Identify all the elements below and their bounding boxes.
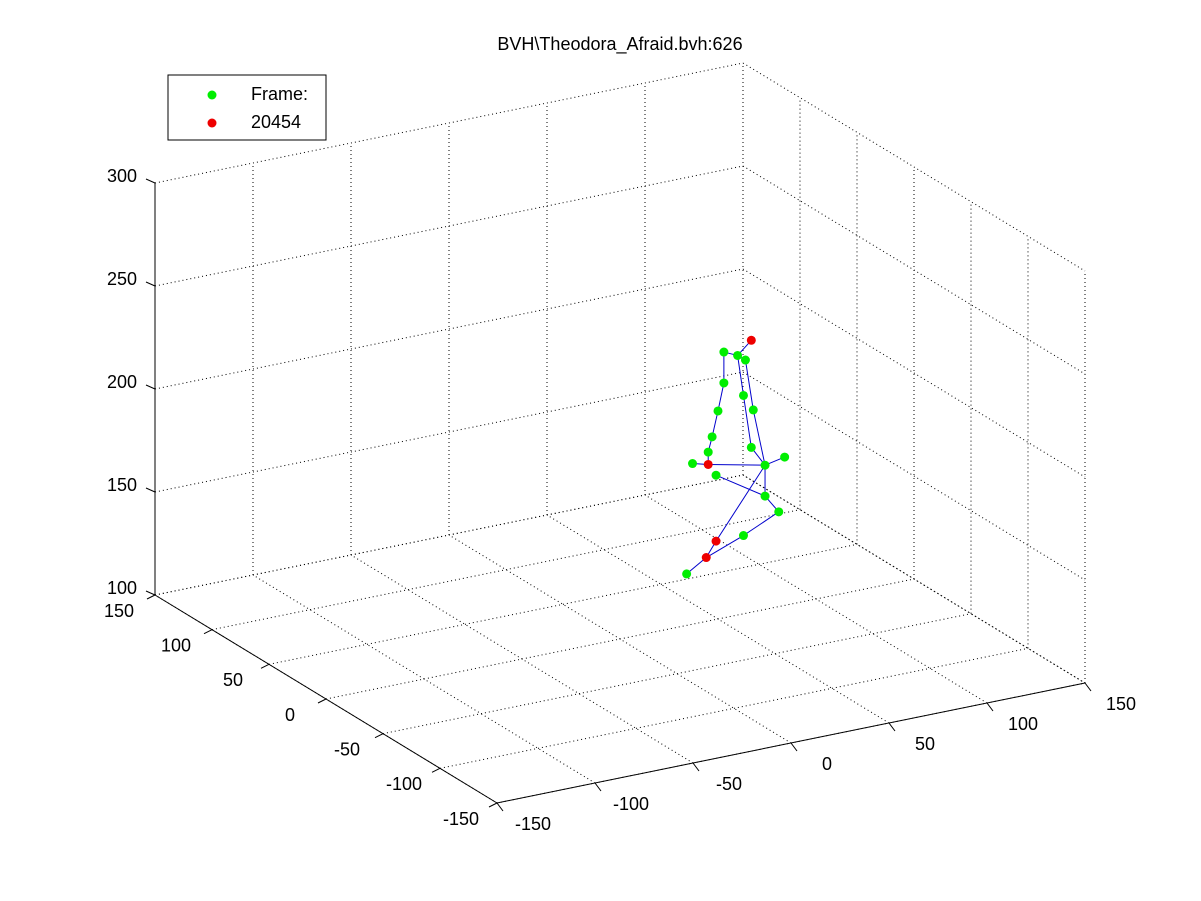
joint — [711, 536, 721, 546]
joint — [738, 390, 748, 400]
y-tick — [431, 767, 441, 773]
y-tick — [488, 802, 498, 808]
joint — [760, 460, 770, 470]
y-tick — [260, 663, 270, 669]
joint — [746, 442, 756, 452]
joint — [713, 406, 723, 416]
grid-line — [154, 371, 744, 493]
grid-line — [742, 474, 1086, 684]
y-tick-label: 50 — [223, 670, 243, 690]
grid-line — [742, 371, 1086, 581]
x-tick-label: -50 — [716, 774, 742, 794]
joint — [760, 491, 770, 501]
grid-line — [382, 613, 972, 735]
x-tick — [692, 762, 700, 772]
y-tick — [317, 698, 327, 704]
y-tick-label: -150 — [443, 809, 479, 829]
bone — [708, 463, 766, 466]
grid-line — [439, 647, 1029, 769]
joint — [711, 470, 721, 480]
joint — [733, 350, 743, 360]
joint — [707, 432, 717, 442]
joint — [719, 378, 729, 388]
z-tick — [145, 178, 156, 184]
z-tick — [145, 281, 156, 287]
grid-line — [154, 62, 744, 184]
joint — [780, 452, 790, 462]
bone — [752, 409, 766, 466]
grid-line — [325, 578, 915, 700]
x-tick — [594, 782, 602, 792]
joint — [738, 531, 748, 541]
grid-line — [211, 509, 801, 631]
joint — [688, 459, 698, 469]
z-tick — [145, 384, 156, 390]
joint — [703, 447, 713, 457]
z-tick-label: 300 — [107, 166, 137, 186]
bone — [717, 382, 725, 412]
bone — [744, 359, 754, 410]
x-tick — [888, 722, 896, 732]
x-tick — [790, 742, 798, 752]
x-tick-label: 0 — [822, 754, 832, 774]
joint — [774, 507, 784, 517]
y-tick-label: 100 — [161, 635, 191, 655]
x-tick — [986, 702, 994, 712]
z-tick-label: 250 — [107, 269, 137, 289]
z-tick-label: 200 — [107, 372, 137, 392]
bone — [743, 511, 780, 536]
joint — [703, 459, 713, 469]
z-tick — [145, 487, 156, 493]
y-tick-label: -50 — [334, 739, 360, 759]
bone — [715, 464, 766, 542]
joint — [701, 553, 711, 563]
joint — [682, 569, 692, 579]
grid-line — [742, 62, 1086, 272]
legend-label: Frame: — [251, 84, 308, 104]
x-tick — [1084, 682, 1092, 692]
x-axis — [496, 682, 1086, 804]
x-tick-label: 100 — [1008, 714, 1038, 734]
legend-marker — [207, 90, 217, 100]
grid-line — [742, 268, 1086, 478]
z-tick — [145, 590, 156, 596]
y-tick — [374, 733, 384, 739]
x-tick-label: 50 — [915, 734, 935, 754]
legend-label: 20454 — [251, 112, 301, 132]
y-tick — [203, 629, 213, 635]
joint — [740, 355, 750, 365]
x-tick-label: -100 — [613, 794, 649, 814]
grid-line — [154, 474, 744, 596]
grid-line — [742, 165, 1086, 375]
legend-marker — [207, 118, 217, 128]
bone — [737, 355, 744, 396]
joint — [748, 405, 758, 415]
x-tick-label: 150 — [1106, 694, 1136, 714]
y-tick — [146, 594, 156, 600]
legend-box — [167, 74, 327, 141]
y-tick-label: -100 — [386, 774, 422, 794]
joint — [746, 335, 756, 345]
grid-line — [154, 165, 744, 287]
x-tick — [496, 802, 504, 812]
y-axis — [154, 594, 498, 804]
x-tick-label: -150 — [515, 814, 551, 834]
z-tick-label: 100 — [107, 578, 137, 598]
grid-line — [268, 543, 858, 665]
chart-title: BVH\Theodora_Afraid.bvh:626 — [497, 34, 742, 55]
bone — [705, 535, 744, 558]
bone — [742, 395, 752, 448]
bone — [715, 474, 766, 497]
y-tick-label: 0 — [285, 705, 295, 725]
joint — [719, 347, 729, 357]
y-tick-label: 150 — [104, 601, 134, 621]
z-tick-label: 150 — [107, 475, 137, 495]
grid-line — [154, 268, 744, 390]
